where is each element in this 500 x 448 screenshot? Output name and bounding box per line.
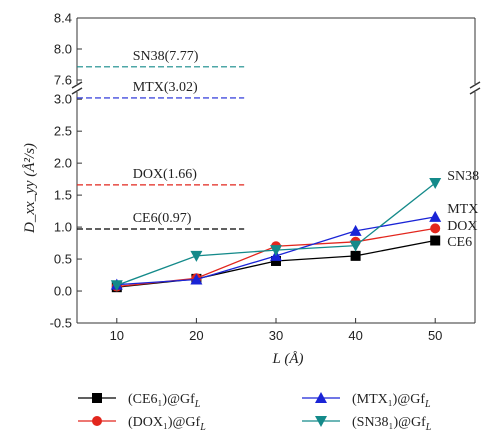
data-point	[350, 250, 361, 261]
x-tick-label: 50	[428, 328, 442, 343]
legend-label: (CE6₁)@GfL	[128, 392, 201, 410]
data-series	[110, 177, 442, 293]
series-end-label: SN38	[447, 169, 479, 184]
data-point	[430, 235, 441, 246]
axis-break-mark-right	[469, 81, 481, 89]
y-tick-label: 1.0	[54, 220, 72, 235]
data-point	[315, 416, 327, 427]
data-point	[430, 223, 441, 234]
reference-line-label: DOX(1.66)	[133, 167, 197, 182]
series-end-label: MTX	[447, 202, 478, 217]
data-point	[349, 240, 362, 252]
axis-break-mark-left	[71, 87, 83, 95]
data-point	[315, 392, 327, 403]
reference-line-label: CE6(0.97)	[133, 211, 192, 226]
y-tick-label: 3.0	[54, 92, 72, 107]
legend-item: (SN38₁)@GfL	[302, 415, 432, 433]
data-point	[271, 255, 281, 266]
x-tick-label: 10	[110, 328, 124, 343]
series-sn38	[110, 177, 442, 292]
legend-label: (DOX₁)@GfL	[128, 415, 206, 433]
reference-line-label: SN38(7.77)	[133, 49, 199, 64]
x-tick-label: 40	[348, 328, 362, 343]
data-point	[270, 245, 282, 257]
y-axis-title: D_xx_yy (Å²/s)	[22, 143, 38, 234]
series-line	[116, 182, 436, 286]
x-tick-label: 30	[269, 328, 283, 343]
data-point	[190, 250, 203, 262]
legend-item: (MTX₁)@GfL	[302, 392, 431, 410]
data-point	[429, 210, 442, 222]
data-point	[429, 177, 442, 189]
y-tick-label: 1.5	[54, 188, 72, 203]
legend-item: (CE6₁)@GfL	[78, 392, 201, 410]
data-point	[92, 416, 102, 426]
y-tick-label: 0.0	[54, 284, 72, 299]
legend: (CE6₁)@GfL (DOX₁)@GfL (MTX₁)@GfL (SN38₁)@Gf…	[78, 392, 432, 433]
y-tick-label: 7.6	[54, 73, 72, 88]
axis-break-mark-right	[469, 87, 481, 95]
y-tick-label: 8.0	[54, 42, 72, 57]
x-axis-title: L (Å)	[272, 351, 304, 367]
x-tick-label: 20	[189, 328, 203, 343]
axis-ticks: 10 20 30 40 50 -0.5 0.0 0.5 1.0 1.5 2.0 2.5 3.0 7.6 8.…	[50, 11, 443, 344]
series-end-label: CE6	[447, 235, 472, 250]
series-end-label: DOX	[447, 219, 477, 234]
data-point	[349, 224, 362, 236]
reference-line-label: MTX(3.02)	[133, 80, 198, 95]
data-point	[110, 280, 123, 292]
y-tick-label: 0.5	[54, 252, 72, 267]
legend-label: (SN38₁)@GfL	[352, 415, 432, 433]
y-tick-label: -0.5	[50, 316, 72, 331]
y-tick-label: 2.5	[54, 124, 72, 139]
reference-lines: SN38(7.77) MTX(3.02) DOX(1.66) CE6(0.97)	[77, 49, 245, 230]
data-point	[190, 273, 203, 285]
legend-label: (MTX₁)@GfL	[352, 392, 431, 410]
axis-break-mark-left	[71, 81, 83, 89]
legend-item: (DOX₁)@GfL	[78, 415, 206, 433]
data-point	[92, 393, 102, 403]
y-tick-label: 8.4	[54, 11, 72, 26]
y-tick-label: 2.0	[54, 156, 72, 171]
